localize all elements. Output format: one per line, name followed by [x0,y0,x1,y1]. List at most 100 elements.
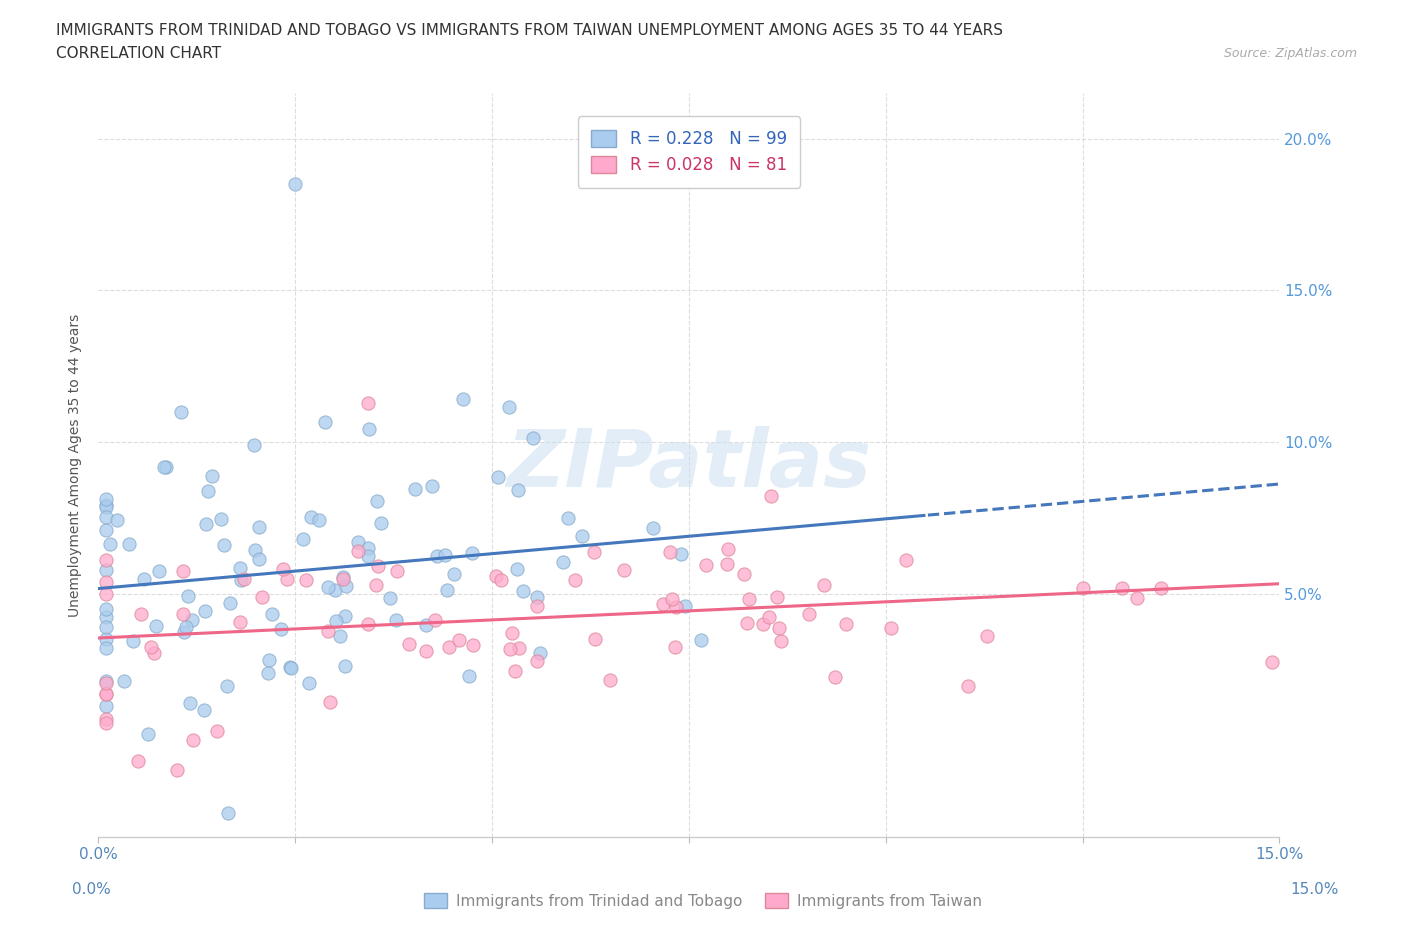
Point [229,615,252,630]
Point [247,551,270,566]
Point [415,618,437,632]
Point [582,544,605,559]
Point [172,606,194,621]
Point [571,528,593,543]
Point [426,549,449,564]
Point [461,546,484,561]
Point [359,421,381,436]
Point [357,540,380,555]
Point [1071,580,1094,595]
Point [613,563,636,578]
Point [170,404,193,418]
Point [247,520,270,535]
Point [695,557,717,572]
Point [96,575,118,590]
Point [415,644,437,658]
Point [489,573,512,588]
Point [96,586,118,601]
Point [1111,580,1133,595]
Point [177,589,200,604]
Point [271,562,294,577]
Point [434,548,457,563]
Point [136,726,159,741]
Point [233,571,256,586]
Point [643,520,665,535]
Point [423,613,446,628]
Point [278,660,301,675]
Point [291,532,314,547]
Point [768,620,790,635]
Point [766,590,789,604]
Point [96,716,118,731]
Point [231,573,253,588]
Point [453,392,475,406]
Point [96,510,118,525]
Point [197,484,219,498]
Point [217,805,239,820]
Point [485,569,508,584]
Point [498,400,520,415]
Point [457,669,479,684]
Point [96,711,118,726]
Point [333,608,356,623]
Point [599,672,621,687]
Point [270,621,292,636]
Point [486,470,509,485]
Point [366,578,388,592]
Point [526,590,548,604]
Point [166,763,188,777]
Point [152,459,174,474]
Point [463,638,485,653]
Point [1260,655,1282,670]
Point [976,629,998,644]
Point [228,561,250,576]
Point [96,602,118,617]
Point [316,579,339,594]
Point [506,483,529,498]
Point [436,582,458,597]
Point [121,633,143,648]
Point [284,177,307,192]
Point [176,619,198,634]
Point [689,633,711,648]
Point [329,629,352,644]
Point [896,552,918,567]
Point [257,666,280,681]
Point [308,512,330,527]
Point [651,597,673,612]
Point [880,620,903,635]
Point [671,547,693,562]
Point [129,606,152,621]
Point [257,653,280,668]
Point [96,523,118,538]
Point [172,564,194,578]
Point [181,733,204,748]
Point [194,604,217,618]
Point [96,619,118,634]
Point [813,578,835,592]
Point [526,654,548,669]
Point [551,554,574,569]
Point [219,595,242,610]
Point [242,437,264,452]
Point [96,686,118,701]
Point [148,564,170,578]
Point [180,612,202,627]
Point [215,678,238,693]
Text: ZIPatlas: ZIPatlas [506,426,872,504]
Point [557,511,579,525]
Point [716,557,738,572]
Point [205,724,228,738]
Point [378,590,401,604]
Point [370,515,392,530]
Point [717,541,740,556]
Point [96,641,118,656]
Point [404,481,426,496]
Point [145,618,167,633]
Point [661,591,683,606]
Point [96,498,118,512]
Point [96,673,118,688]
Point [319,695,342,710]
Point [314,415,336,430]
Point [758,609,780,624]
